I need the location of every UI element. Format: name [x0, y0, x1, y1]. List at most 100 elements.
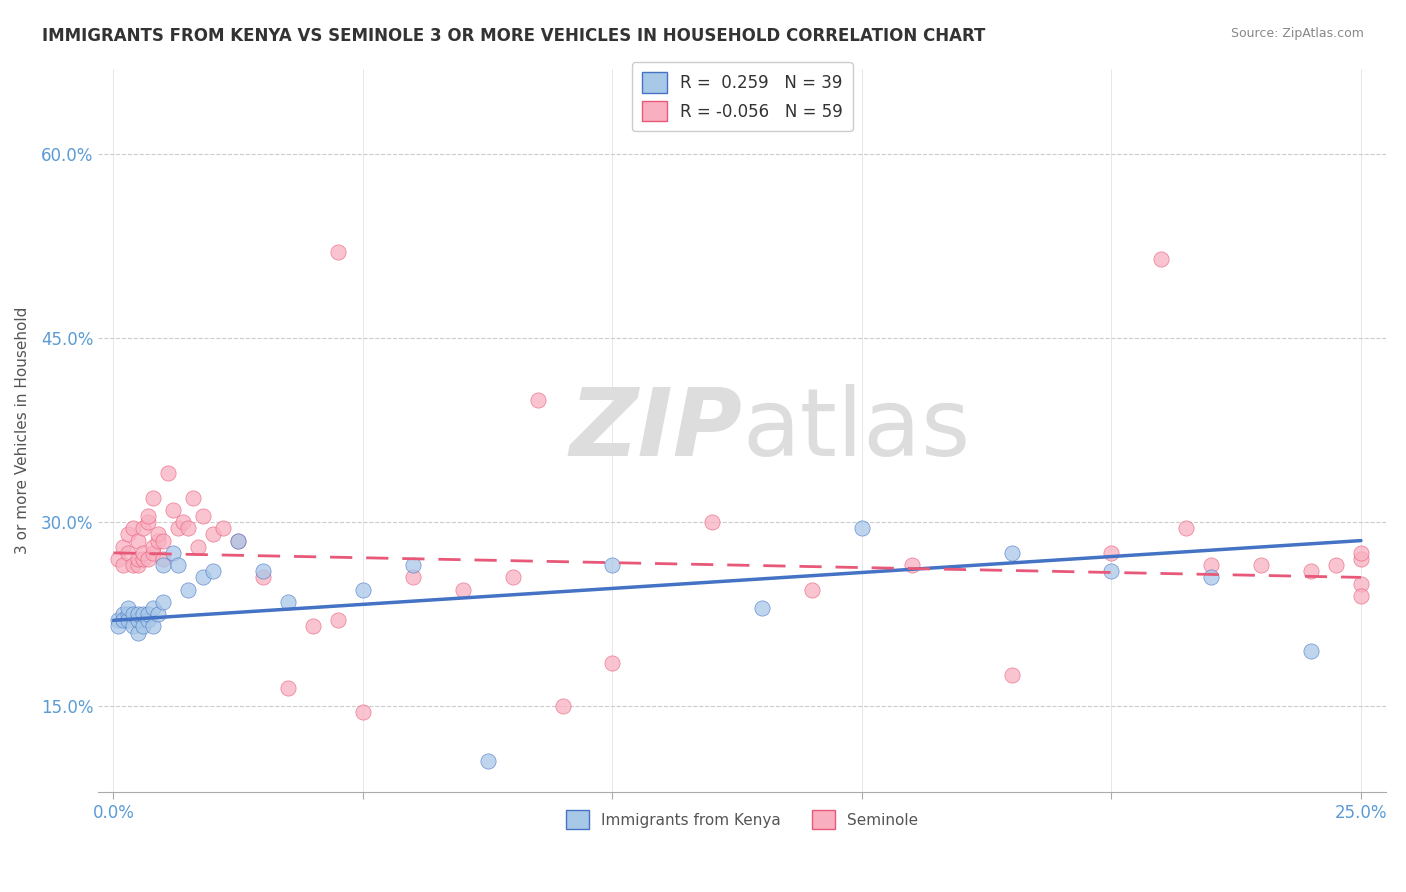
Point	[226, 533, 249, 548]
Point	[851, 521, 873, 535]
Point	[1350, 546, 1372, 560]
Point	[193, 570, 215, 584]
Point	[132, 552, 155, 566]
Text: IMMIGRANTS FROM KENYA VS SEMINOLE 3 OR MORE VEHICLES IN HOUSEHOLD CORRELATION CH: IMMIGRANTS FROM KENYA VS SEMINOLE 3 OR M…	[42, 27, 986, 45]
Point	[117, 607, 139, 622]
Point	[212, 521, 235, 535]
Point	[157, 466, 180, 480]
Point	[132, 607, 155, 622]
Legend: Immigrants from Kenya, Seminole: Immigrants from Kenya, Seminole	[560, 804, 924, 835]
Point	[1250, 558, 1272, 573]
Point	[177, 582, 200, 597]
Point	[142, 619, 165, 633]
Point	[352, 582, 374, 597]
Point	[477, 754, 499, 768]
Point	[1001, 546, 1024, 560]
Point	[1099, 546, 1122, 560]
Point	[1350, 589, 1372, 603]
Point	[127, 625, 149, 640]
Point	[167, 558, 190, 573]
Point	[107, 613, 129, 627]
Point	[193, 509, 215, 524]
Point	[181, 491, 204, 505]
Point	[142, 601, 165, 615]
Point	[1350, 576, 1372, 591]
Point	[1199, 558, 1222, 573]
Point	[901, 558, 924, 573]
Point	[122, 521, 145, 535]
Point	[152, 533, 174, 548]
Point	[132, 546, 155, 560]
Point	[127, 558, 149, 573]
Point	[122, 607, 145, 622]
Point	[117, 546, 139, 560]
Point	[162, 546, 184, 560]
Point	[751, 601, 773, 615]
Point	[1001, 668, 1024, 682]
Point	[127, 552, 149, 566]
Point	[526, 392, 548, 407]
Point	[117, 601, 139, 615]
Point	[162, 503, 184, 517]
Point	[112, 540, 135, 554]
Point	[551, 699, 574, 714]
Point	[142, 546, 165, 560]
Point	[1324, 558, 1347, 573]
Point	[326, 613, 349, 627]
Y-axis label: 3 or more Vehicles in Household: 3 or more Vehicles in Household	[15, 307, 30, 554]
Point	[226, 533, 249, 548]
Point	[148, 533, 170, 548]
Text: atlas: atlas	[742, 384, 970, 476]
Point	[1350, 552, 1372, 566]
Point	[277, 681, 299, 695]
Point	[302, 619, 325, 633]
Text: Source: ZipAtlas.com: Source: ZipAtlas.com	[1230, 27, 1364, 40]
Point	[142, 540, 165, 554]
Point	[352, 705, 374, 719]
Point	[277, 595, 299, 609]
Point	[202, 564, 225, 578]
Point	[326, 245, 349, 260]
Point	[142, 491, 165, 505]
Point	[127, 607, 149, 622]
Point	[112, 613, 135, 627]
Point	[138, 613, 160, 627]
Point	[167, 521, 190, 535]
Point	[148, 527, 170, 541]
Point	[252, 564, 274, 578]
Point	[402, 558, 425, 573]
Point	[148, 607, 170, 622]
Point	[117, 527, 139, 541]
Point	[1150, 252, 1173, 266]
Point	[502, 570, 524, 584]
Point	[138, 515, 160, 529]
Point	[177, 521, 200, 535]
Point	[252, 570, 274, 584]
Point	[132, 521, 155, 535]
Point	[1299, 564, 1322, 578]
Point	[1099, 564, 1122, 578]
Text: ZIP: ZIP	[569, 384, 742, 476]
Point	[138, 607, 160, 622]
Point	[172, 515, 194, 529]
Point	[801, 582, 824, 597]
Point	[127, 533, 149, 548]
Point	[132, 619, 155, 633]
Point	[402, 570, 425, 584]
Point	[117, 613, 139, 627]
Point	[122, 619, 145, 633]
Point	[112, 607, 135, 622]
Point	[602, 657, 624, 671]
Point	[602, 558, 624, 573]
Point	[107, 552, 129, 566]
Point	[202, 527, 225, 541]
Point	[152, 595, 174, 609]
Point	[122, 558, 145, 573]
Point	[187, 540, 209, 554]
Point	[138, 552, 160, 566]
Point	[1175, 521, 1198, 535]
Point	[152, 558, 174, 573]
Point	[451, 582, 474, 597]
Point	[112, 558, 135, 573]
Point	[152, 552, 174, 566]
